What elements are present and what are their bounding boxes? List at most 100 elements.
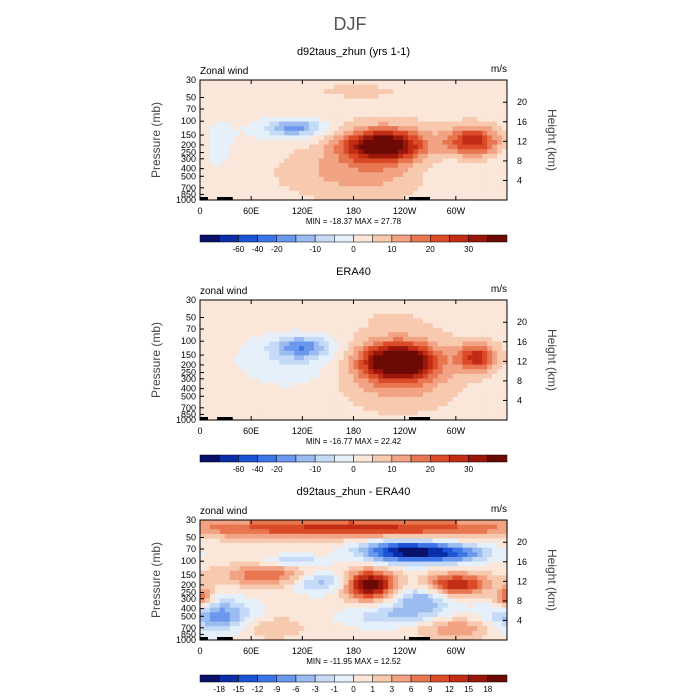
field-cell xyxy=(234,346,241,352)
field-cell xyxy=(219,369,226,375)
field-cell xyxy=(313,84,320,90)
y-tick-label: 30 xyxy=(186,75,196,85)
field-cell xyxy=(303,415,310,421)
field-cell xyxy=(200,552,206,558)
field-cell xyxy=(492,533,498,540)
field-cell xyxy=(259,598,265,604)
field-cell xyxy=(407,556,414,563)
field-cell xyxy=(437,172,444,178)
field-cell xyxy=(313,186,320,192)
field-cell xyxy=(403,153,409,160)
field-cell xyxy=(398,107,404,113)
field-cell xyxy=(452,93,459,100)
field-cell xyxy=(368,561,374,567)
field-cell xyxy=(254,126,261,132)
field-cell xyxy=(502,584,508,590)
field-cell xyxy=(467,355,473,361)
field-cell xyxy=(224,355,231,361)
field-cell xyxy=(497,300,503,306)
field-cell xyxy=(348,626,355,632)
field-cell xyxy=(338,313,345,320)
field-cell xyxy=(328,167,335,173)
field-cell xyxy=(343,630,350,636)
field-cell xyxy=(393,520,399,526)
field-cell xyxy=(358,401,365,407)
field-cell xyxy=(447,524,454,530)
field-cell xyxy=(432,346,439,352)
field-cell xyxy=(279,598,285,604)
field-cell xyxy=(323,158,330,164)
field-cell xyxy=(254,607,261,613)
field-cell xyxy=(378,341,384,347)
field-cell xyxy=(467,304,473,310)
field-cell xyxy=(234,327,241,333)
field-cell xyxy=(482,167,488,173)
field-cell xyxy=(462,589,468,595)
field-cell xyxy=(492,116,498,123)
field-cell xyxy=(284,190,290,196)
topography xyxy=(200,417,431,420)
field-cell xyxy=(308,195,315,201)
field-cell xyxy=(477,89,483,95)
field-cell xyxy=(482,112,488,118)
y-tick-label: 300 xyxy=(181,374,196,384)
field-cell xyxy=(254,543,261,549)
field-cell xyxy=(477,373,483,380)
field-cell xyxy=(383,336,389,343)
field-cell xyxy=(452,373,459,380)
field-cell xyxy=(219,163,226,169)
field-cell xyxy=(308,369,315,375)
field-cell xyxy=(378,561,384,567)
topography-block xyxy=(420,197,431,200)
field-cell xyxy=(269,378,275,384)
field-cell xyxy=(358,369,365,375)
field-cell xyxy=(393,153,399,160)
field-cell xyxy=(412,621,419,627)
field-cell xyxy=(284,392,290,398)
field-cell xyxy=(338,603,345,609)
field-cell xyxy=(244,135,251,141)
field-cell xyxy=(358,570,365,576)
field-cell xyxy=(284,364,290,370)
field-cell xyxy=(373,84,379,90)
field-cell xyxy=(388,533,394,540)
field-cell xyxy=(393,603,399,609)
field-cell xyxy=(249,529,256,535)
field-cell xyxy=(368,336,374,343)
field-cell xyxy=(239,130,246,136)
field-cell xyxy=(259,396,265,403)
field-cell xyxy=(358,336,365,343)
field-cell xyxy=(264,309,270,315)
field-cell xyxy=(239,107,246,113)
field-cell xyxy=(209,318,216,324)
field-cell xyxy=(234,603,241,609)
field-cell xyxy=(457,126,464,132)
field-cell xyxy=(244,533,251,540)
field-cell xyxy=(284,318,290,324)
field-cell xyxy=(299,176,305,183)
field-cell xyxy=(249,140,256,146)
field-cell xyxy=(432,396,439,403)
field-cell xyxy=(200,332,206,338)
field-cell xyxy=(462,392,468,398)
field-cell xyxy=(407,520,414,526)
field-cell xyxy=(249,163,256,169)
field-cell xyxy=(244,318,251,324)
field-cell xyxy=(209,543,216,549)
field-cell xyxy=(407,410,414,416)
field-cell xyxy=(224,369,231,375)
field-cell xyxy=(432,176,439,183)
field-cell xyxy=(417,410,424,416)
field-cell xyxy=(229,364,236,370)
field-cell xyxy=(502,181,508,187)
field-cell xyxy=(284,98,290,104)
field-cell xyxy=(274,612,280,618)
field-cell xyxy=(442,103,449,109)
field-cell xyxy=(422,561,429,567)
colorbar-swatch xyxy=(449,234,469,243)
field-cell xyxy=(432,135,439,141)
field-cell xyxy=(259,346,265,352)
field-cell xyxy=(348,396,355,403)
field-cell xyxy=(368,327,374,333)
field-cell xyxy=(289,410,295,416)
